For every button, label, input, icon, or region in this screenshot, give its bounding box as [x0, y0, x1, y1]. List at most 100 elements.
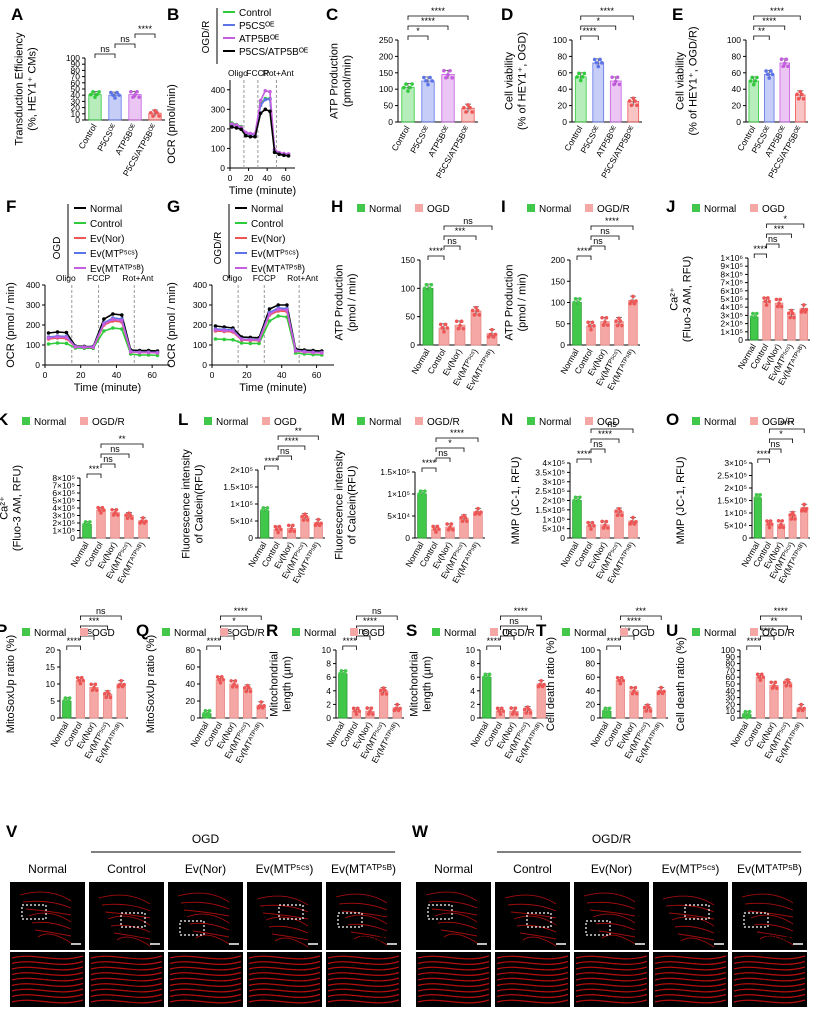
data-point	[248, 131, 253, 136]
panel-label: L	[178, 410, 188, 429]
mitochondria-filament	[169, 960, 242, 965]
data-point	[464, 110, 468, 114]
y-axis-title: MitoSoxUp ratio (%)	[5, 635, 17, 733]
injection-label: FCCP	[253, 273, 276, 283]
data-point	[64, 330, 69, 335]
data-point	[580, 75, 585, 79]
y-tick-label: 2	[326, 699, 331, 709]
data-point	[239, 341, 244, 345]
data-point	[443, 322, 448, 327]
data-point	[102, 691, 107, 696]
data-point	[501, 709, 506, 713]
data-point	[802, 303, 806, 307]
data-point	[491, 335, 496, 339]
data-point	[248, 689, 253, 694]
legend-swatch-normal	[22, 417, 30, 425]
significance-bracket	[620, 615, 662, 620]
legend-label: Ev(MTᴾ⁵ᶜˢ)	[251, 249, 299, 260]
data-point	[763, 299, 768, 304]
data-point	[430, 79, 434, 83]
legend-swatch-normal	[204, 417, 212, 425]
mitochondria-filament	[513, 915, 557, 926]
y-tick-label: 0	[730, 713, 735, 723]
data-point	[279, 527, 283, 532]
significance-label: ****	[770, 6, 785, 16]
mitochondria-filament	[575, 988, 648, 993]
y-tick-label: 0	[388, 117, 393, 127]
legend-label-condition: OGD/R	[762, 417, 795, 428]
y-axis-title: MMP (JC-1, RFU)	[510, 457, 522, 545]
data-point	[102, 329, 106, 333]
significance-bracket	[277, 435, 319, 440]
mitochondria-filament	[733, 977, 806, 982]
y-axis-title: OCR (pmol / min)	[5, 282, 17, 368]
legend-swatch-condition	[585, 417, 593, 425]
data-point	[572, 300, 576, 305]
bar	[215, 679, 226, 719]
significance-bracket	[114, 43, 136, 48]
mitochondria-filament	[169, 993, 242, 998]
mitochondria-filament	[327, 971, 400, 976]
y-tick-label: 80	[726, 659, 736, 669]
significance-bracket	[435, 447, 465, 452]
injection-label: Oligo	[56, 273, 76, 283]
mitochondria-filament	[733, 982, 806, 987]
mitochondria-filament	[11, 982, 84, 987]
x-tick-label: 40	[262, 173, 272, 183]
legend-swatch-condition	[350, 628, 358, 636]
data-point	[751, 311, 755, 316]
data-point	[77, 678, 81, 683]
mitochondria-filament	[496, 960, 569, 965]
legend-label: Control	[239, 8, 271, 19]
y-tick-label: 60	[558, 68, 568, 78]
data-point	[369, 706, 374, 710]
mitochondria-filament	[90, 960, 163, 965]
bar	[748, 80, 759, 123]
data-point	[647, 705, 651, 710]
y-tick-label: 50	[556, 319, 566, 329]
data-point	[573, 495, 578, 500]
data-point	[217, 677, 221, 682]
significance-label: ns	[120, 34, 130, 44]
data-point	[426, 290, 430, 294]
mitochondria-filament	[262, 912, 309, 920]
mitochondria-filament	[595, 922, 636, 931]
condition-header: OGD	[192, 832, 220, 846]
bar	[421, 80, 435, 123]
data-point	[99, 511, 103, 515]
x-tick-label: 60	[147, 370, 157, 380]
y-tick-label: 100	[581, 645, 595, 655]
mitochondria-filament	[504, 894, 557, 905]
y-tick-label: 1.5×10⁵	[717, 496, 747, 506]
data-point	[764, 303, 769, 307]
significance-label: ns	[103, 454, 113, 464]
significance-label: ****	[431, 6, 446, 16]
mitochondria-filament	[248, 993, 321, 998]
data-point	[779, 57, 784, 62]
data-point	[111, 93, 115, 97]
data-point	[753, 315, 758, 319]
legend-label-normal: Normal	[444, 628, 476, 639]
mitochondria-filament	[256, 895, 309, 906]
data-point	[338, 672, 342, 676]
injection-label: FCCP	[246, 68, 269, 78]
mitochondria-filament	[98, 894, 151, 905]
data-point	[618, 681, 623, 686]
y-tick-label: 90	[726, 652, 736, 662]
data-point	[776, 519, 781, 523]
significance-bracket	[443, 245, 461, 250]
legend-label: ATP5Bᴼᴱ	[239, 34, 279, 45]
significance-bracket	[760, 625, 788, 630]
y-axis-title: Fluorescence intensity of Calcein(RFU)	[334, 450, 359, 560]
mitochondria-filament	[417, 966, 490, 971]
y-axis-title: ATP Production (pmol / min)	[504, 264, 529, 340]
y-tick-label: 8×10⁵	[52, 473, 75, 483]
data-point	[234, 123, 239, 127]
y-tick-label: 8×10⁵	[720, 269, 743, 279]
data-point	[424, 282, 429, 287]
data-point	[247, 686, 251, 690]
mitochondria-filament	[440, 929, 478, 937]
data-point	[795, 92, 799, 97]
panel-label: E	[672, 5, 683, 24]
